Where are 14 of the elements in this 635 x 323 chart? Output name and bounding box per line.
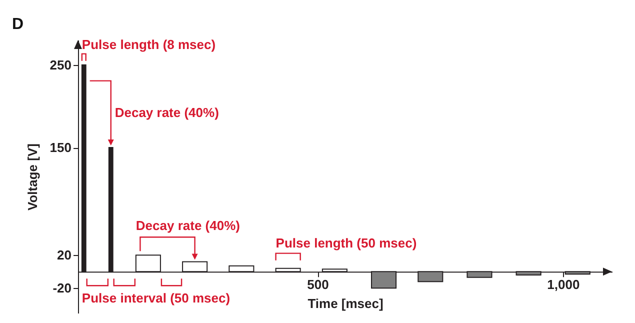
annotation: Pulse length (8 msec) (82, 36, 216, 52)
y-tick-label: 250 (50, 57, 72, 72)
y-tick-label: -20 (52, 280, 72, 296)
x-tick-label: 500 (307, 277, 329, 292)
annotation: Pulse interval (50 msec) (82, 290, 230, 306)
x-tick-label: 1,000 (547, 277, 580, 292)
annotation: Pulse length (50 msec) (276, 235, 417, 250)
annotation: Decay rate (40%) (136, 218, 240, 234)
y-tick-label: 150 (50, 140, 72, 156)
y-axis-title: Voltage [V] (24, 144, 40, 210)
x-axis-title: Time [msec] (308, 296, 384, 312)
y-tick-label: 20 (57, 248, 72, 263)
chart-title: D (12, 16, 24, 33)
annotation: Decay rate (40%) (114, 104, 219, 120)
